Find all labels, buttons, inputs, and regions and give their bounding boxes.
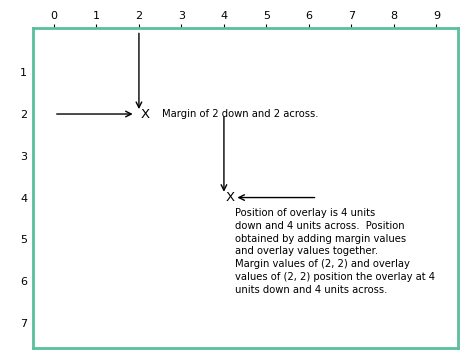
Text: X: X (141, 108, 150, 120)
Text: Position of overlay is 4 units
down and 4 units across.  Position
obtained by ad: Position of overlay is 4 units down and … (234, 208, 435, 295)
Text: Margin of 2 down and 2 across.: Margin of 2 down and 2 across. (163, 109, 319, 119)
Text: X: X (226, 191, 235, 204)
